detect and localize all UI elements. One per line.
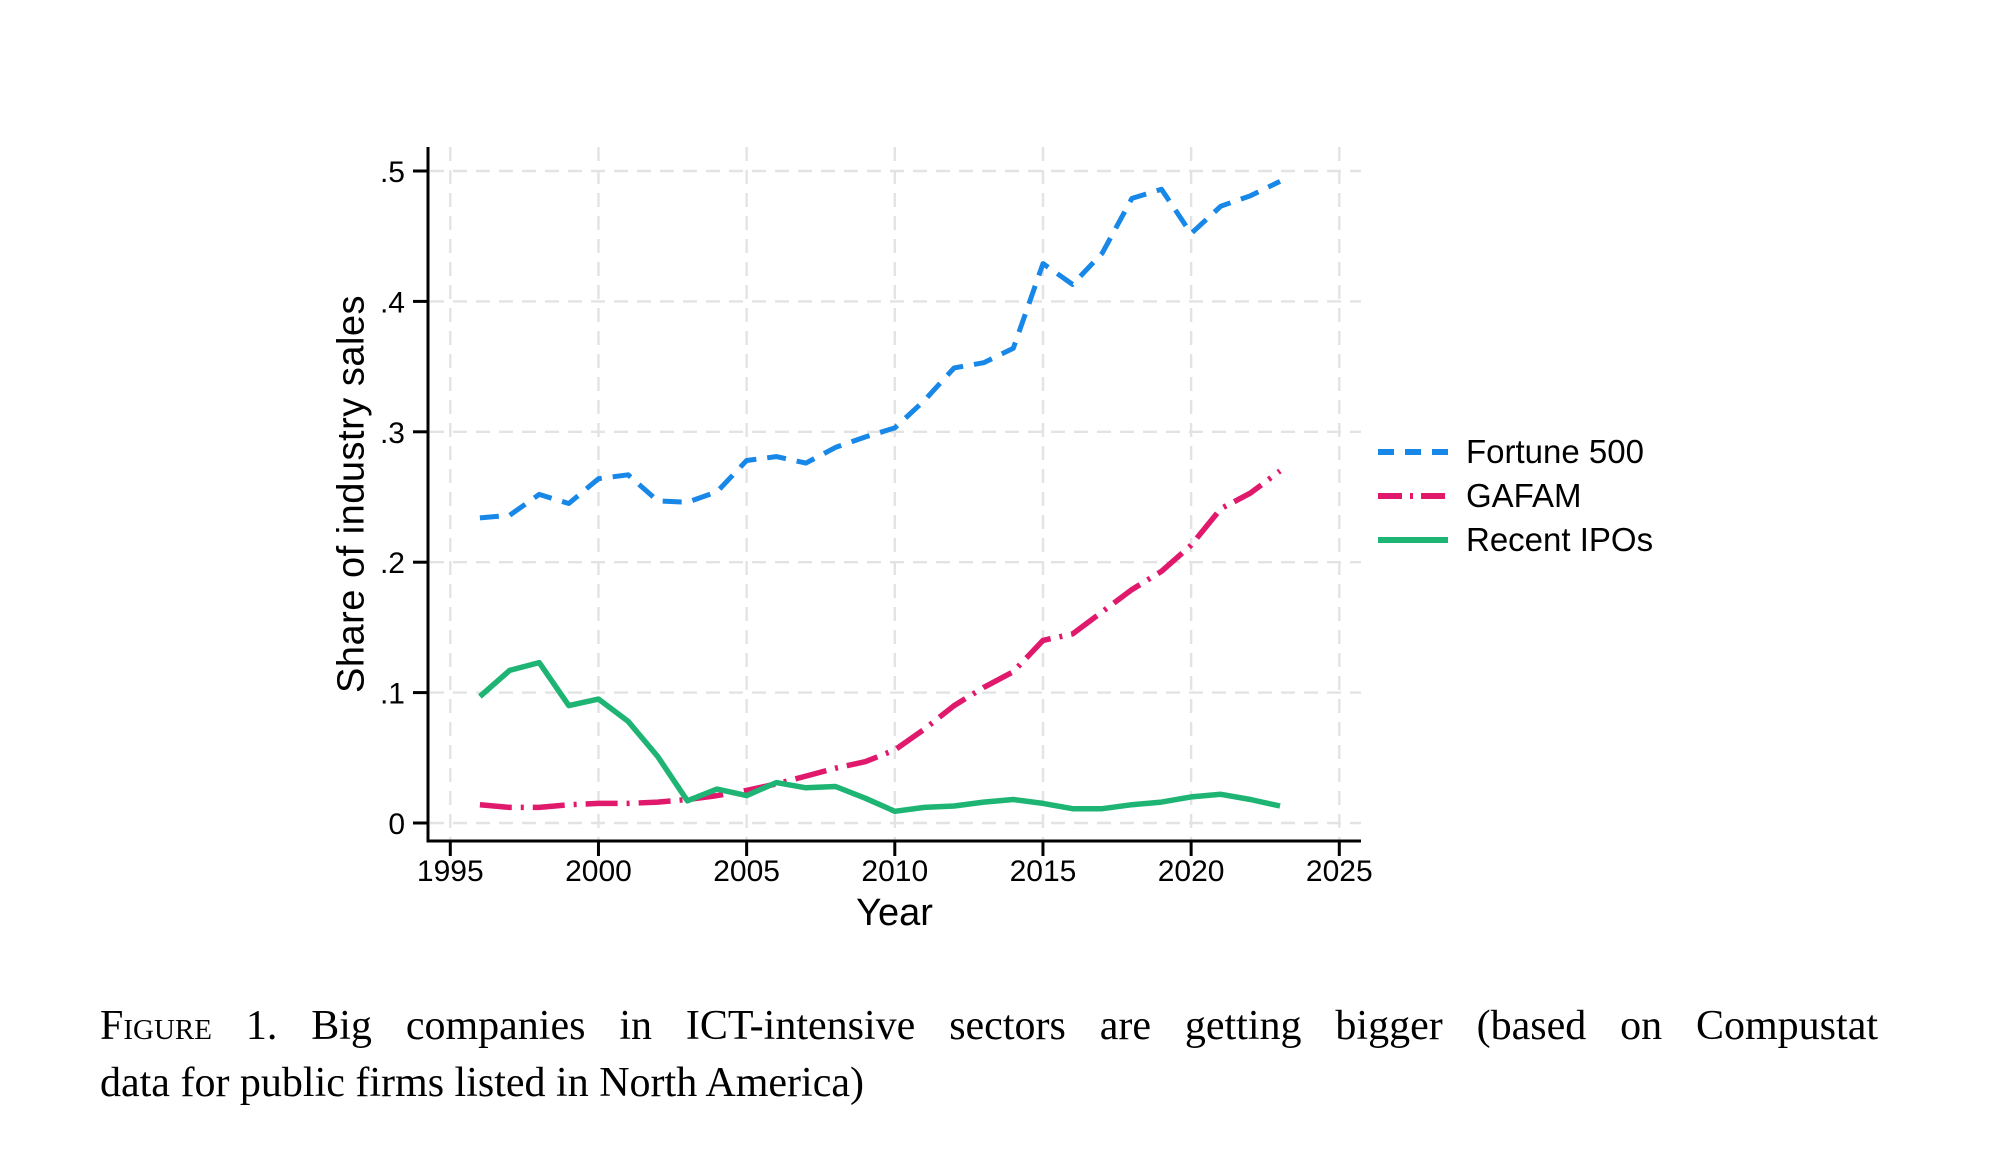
chart-canvas: 0 .1 .2 .3 .4 .5 1995 2000 2005 2010 2015 2020 2025	[380, 147, 1373, 888]
legend-line-fortune-500	[1378, 449, 1448, 455]
legend-label: Recent IPOs	[1466, 521, 1654, 558]
x-tick-label: 2000	[565, 855, 632, 888]
y-axis-title: Share of industry sales	[330, 294, 373, 694]
y-tick-label: 0	[388, 808, 405, 841]
x-tick-label: 2005	[713, 855, 780, 888]
legend-item-recent-ipos: Recent IPOs	[1378, 518, 1653, 562]
x-tick-label: 1995	[417, 855, 484, 888]
y-tick-label: .5	[380, 156, 405, 189]
x-tick-label: 2025	[1306, 855, 1373, 888]
legend-line-gafam	[1378, 493, 1448, 499]
caption-text-1: 1. Big companies in ICT-intensive sector…	[245, 1003, 1878, 1049]
caption-figure-label: Figure	[100, 1003, 212, 1049]
series-line-recent-ipos	[478, 659, 1281, 815]
y-tick-label: .3	[380, 417, 405, 450]
series-line-fortune-500	[479, 179, 1282, 521]
y-tick-label: .4	[380, 286, 405, 319]
series-line-gafam	[479, 468, 1282, 811]
figure-chart: 0.1.2.3.4.5 1995 2000 2005 2010 2015 2020 2025 …	[330, 147, 1653, 934]
figure-caption: Figure 1. Big companies in ICT-intensive…	[100, 998, 1878, 1112]
x-axis-title: Year	[856, 892, 933, 934]
x-tick-label: 2010	[861, 855, 928, 888]
legend-item-gafam: GAFAM	[1378, 474, 1653, 518]
caption-line-1: Figure 1. Big companies in ICT-intensive…	[100, 998, 1878, 1055]
legend-label: GAFAM	[1466, 477, 1582, 514]
chart-legend: Fortune 500 GAFAM Recent IPOs	[1378, 430, 1653, 562]
x-tick-label: 2015	[1010, 855, 1077, 888]
legend-line-recent-ipos	[1378, 537, 1448, 543]
legend-label: Fortune 500	[1466, 433, 1644, 470]
caption-line-2: data for public firms listed in North Am…	[100, 1060, 864, 1106]
y-tick-label: .2	[380, 547, 405, 580]
x-tick-label: 2020	[1158, 855, 1225, 888]
legend-item-fortune-500: Fortune 500	[1378, 430, 1653, 474]
y-tick-label: .1	[380, 678, 405, 711]
